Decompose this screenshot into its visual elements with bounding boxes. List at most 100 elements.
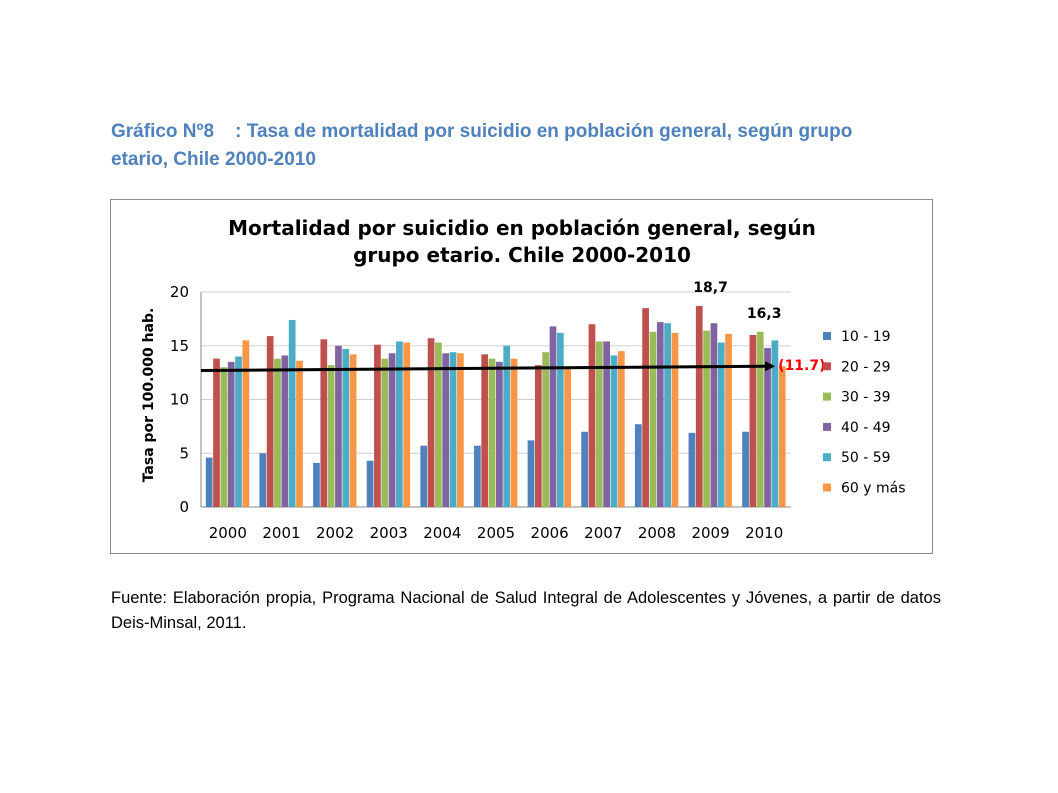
trend-arrow: [200, 361, 776, 372]
bar: [710, 323, 718, 507]
figure-heading-line1: Gráfico Nº8 : Tasa de mortalidad por sui…: [111, 121, 853, 142]
bar: [717, 342, 725, 507]
legend-label: 10 - 19: [841, 329, 891, 345]
x-tick-label: 2000: [209, 524, 247, 542]
bar: [449, 352, 457, 507]
data-annotation: 16,3: [747, 306, 782, 322]
bar: [327, 365, 335, 507]
x-tick-label: 2009: [691, 524, 729, 542]
bar: [649, 331, 657, 507]
bar: [527, 440, 535, 507]
legend-label: 40 - 49: [841, 420, 891, 436]
bar: [503, 345, 511, 507]
bar: [220, 367, 228, 507]
bar: [396, 341, 403, 507]
bar: [274, 358, 281, 507]
x-tick-label: 2008: [638, 524, 676, 542]
bar: [703, 330, 710, 507]
chart-title-line1: Mortalidad por suicidio en población gen…: [228, 216, 816, 240]
bar: [756, 331, 764, 507]
bar: [549, 326, 557, 507]
bar: [542, 352, 550, 507]
bar: [481, 354, 489, 507]
bar: [534, 365, 542, 507]
bar: [496, 361, 503, 507]
chart-frame: Mortalidad por suicidio en población gen…: [110, 199, 933, 554]
bar: [442, 353, 450, 507]
bar: [771, 340, 779, 507]
bar: [778, 366, 786, 507]
bar: [342, 348, 350, 507]
x-tick-label: 2007: [584, 524, 622, 542]
y-tick-labels: 0 5 10 15 20: [170, 283, 189, 516]
bar: [642, 308, 649, 507]
bar: [288, 319, 296, 507]
bar: [420, 445, 428, 507]
bar: [281, 355, 289, 507]
annotations: 18,7 16,3: [693, 280, 781, 322]
bar: [664, 323, 671, 507]
bar: [403, 342, 411, 507]
chart-title-line2: grupo etario. Chile 2000-2010: [353, 243, 691, 267]
legend-swatch: [823, 392, 831, 401]
bar: [610, 355, 618, 507]
legend: 10 - 19 20 - 29 30 - 39 40 - 49 50 - 59 60 y …: [823, 329, 906, 497]
y-axis-label: Tasa por 100.000 hab.: [141, 308, 157, 483]
bar: [474, 445, 481, 507]
x-tick-label: 2010: [745, 524, 783, 542]
bar: [688, 432, 696, 507]
legend-label: 20 - 29: [841, 359, 891, 375]
bar: [656, 322, 664, 507]
bar: [617, 351, 625, 507]
bar: [366, 460, 374, 507]
legend-swatch: [823, 453, 831, 462]
bar: [764, 347, 771, 507]
legend-label: 60 y más: [841, 481, 906, 497]
bar: [742, 431, 749, 507]
bar: [510, 358, 518, 507]
bar: [595, 341, 603, 507]
bar: [634, 424, 642, 507]
legend-swatch: [823, 332, 831, 340]
bar: [205, 457, 213, 507]
y-tick-label: 10: [170, 391, 189, 409]
x-tick-label: 2004: [423, 524, 461, 542]
bar: [266, 336, 274, 507]
chart-svg: Mortalidad por suicidio en población gen…: [141, 216, 906, 542]
y-tick-label: 5: [179, 444, 189, 462]
bar: [313, 462, 320, 507]
bar: [427, 338, 435, 507]
legend-swatch: [823, 483, 831, 492]
legend-swatch: [823, 362, 831, 371]
figure-heading: Gráfico Nº8 : Tasa de mortalidad por sui…: [111, 118, 951, 174]
figure-heading-line2: etario, Chile 2000-2010: [111, 149, 316, 170]
bar: [381, 358, 389, 507]
bar: [725, 333, 732, 507]
x-tick-label: 2005: [477, 524, 515, 542]
bar: [556, 332, 564, 507]
trend-label: (11.7): [778, 358, 825, 374]
x-tick-label: 2001: [262, 524, 300, 542]
bar: [671, 332, 679, 507]
bar: [581, 431, 589, 507]
y-tick-label: 15: [170, 337, 189, 355]
legend-swatch: [823, 422, 831, 431]
bar: [320, 339, 328, 507]
bar: [335, 345, 342, 507]
trend-line: (11.7): [200, 358, 826, 374]
x-tick-label: 2002: [316, 524, 354, 542]
bar: [488, 358, 496, 507]
bar: [564, 367, 572, 507]
bar: [588, 324, 596, 507]
x-tick-label: 2006: [531, 524, 569, 542]
bar: [235, 356, 242, 507]
bar: [296, 360, 303, 507]
bar: [457, 353, 464, 507]
bar: [242, 340, 250, 507]
bar: [374, 344, 381, 507]
bar: [435, 342, 442, 507]
x-tick-labels: 2000 2001 2002 2003 2004 2005 2006 2007 2008 2009…: [209, 524, 784, 542]
source-note: Fuente: Elaboración propia, Programa Nac…: [111, 589, 941, 632]
bar: [603, 341, 611, 507]
y-tick-label: 20: [170, 283, 189, 301]
